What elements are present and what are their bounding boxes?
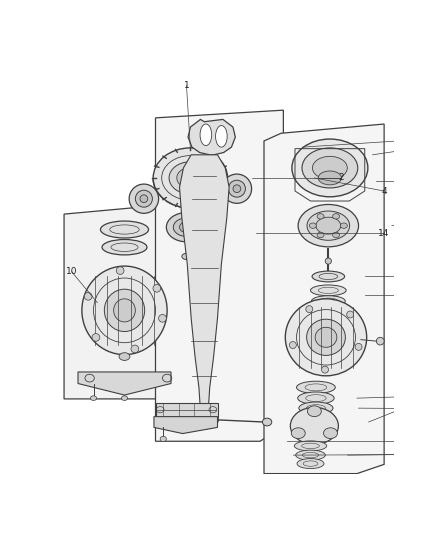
Ellipse shape xyxy=(292,139,368,197)
Text: 2: 2 xyxy=(339,173,344,182)
Ellipse shape xyxy=(324,428,337,439)
Text: 14: 14 xyxy=(378,229,390,238)
Ellipse shape xyxy=(307,319,346,356)
Ellipse shape xyxy=(285,299,367,376)
Bar xyxy=(155,403,218,417)
Polygon shape xyxy=(154,417,218,433)
Ellipse shape xyxy=(376,337,384,345)
Ellipse shape xyxy=(113,299,135,322)
Ellipse shape xyxy=(191,410,218,429)
Ellipse shape xyxy=(312,305,344,316)
Ellipse shape xyxy=(311,296,345,306)
Ellipse shape xyxy=(316,217,341,234)
Ellipse shape xyxy=(131,345,139,353)
Ellipse shape xyxy=(297,381,336,393)
Text: 10: 10 xyxy=(66,268,78,276)
Ellipse shape xyxy=(309,223,316,228)
Ellipse shape xyxy=(296,450,325,460)
Ellipse shape xyxy=(182,253,191,260)
Ellipse shape xyxy=(177,167,204,188)
Ellipse shape xyxy=(298,205,359,247)
Ellipse shape xyxy=(180,222,194,232)
Ellipse shape xyxy=(85,293,92,300)
Ellipse shape xyxy=(290,342,297,349)
Ellipse shape xyxy=(166,213,207,242)
Ellipse shape xyxy=(297,458,324,469)
Ellipse shape xyxy=(121,396,127,400)
Ellipse shape xyxy=(299,402,333,414)
Ellipse shape xyxy=(102,239,147,255)
Ellipse shape xyxy=(312,271,345,282)
Ellipse shape xyxy=(169,161,212,194)
Ellipse shape xyxy=(355,343,362,350)
Ellipse shape xyxy=(82,266,167,354)
Ellipse shape xyxy=(100,221,148,238)
Polygon shape xyxy=(188,119,235,155)
Ellipse shape xyxy=(325,258,332,264)
Ellipse shape xyxy=(321,366,328,373)
Ellipse shape xyxy=(200,124,212,146)
Ellipse shape xyxy=(291,428,305,439)
Ellipse shape xyxy=(140,195,148,203)
Polygon shape xyxy=(64,203,191,399)
Ellipse shape xyxy=(215,126,227,147)
Ellipse shape xyxy=(340,223,347,228)
Ellipse shape xyxy=(119,353,130,360)
Text: 1: 1 xyxy=(184,81,189,90)
Ellipse shape xyxy=(90,396,97,400)
Ellipse shape xyxy=(153,148,228,208)
Ellipse shape xyxy=(347,311,353,318)
Ellipse shape xyxy=(332,214,339,219)
Ellipse shape xyxy=(233,185,241,192)
Polygon shape xyxy=(264,124,384,474)
Ellipse shape xyxy=(104,289,145,332)
Text: 4: 4 xyxy=(381,187,387,196)
Polygon shape xyxy=(155,110,283,441)
Ellipse shape xyxy=(317,214,324,219)
Ellipse shape xyxy=(116,266,124,274)
Ellipse shape xyxy=(294,441,327,451)
Ellipse shape xyxy=(153,285,161,292)
Ellipse shape xyxy=(92,334,100,341)
Ellipse shape xyxy=(262,418,272,426)
Polygon shape xyxy=(180,155,229,418)
Ellipse shape xyxy=(173,218,200,237)
Ellipse shape xyxy=(159,314,166,322)
Ellipse shape xyxy=(318,171,342,185)
Ellipse shape xyxy=(302,148,358,188)
Ellipse shape xyxy=(306,305,313,312)
Ellipse shape xyxy=(129,184,159,213)
Ellipse shape xyxy=(196,414,213,425)
Ellipse shape xyxy=(315,327,337,348)
Ellipse shape xyxy=(307,211,350,240)
Ellipse shape xyxy=(332,232,339,238)
Ellipse shape xyxy=(222,174,251,203)
Ellipse shape xyxy=(317,232,324,238)
Ellipse shape xyxy=(311,285,346,296)
Ellipse shape xyxy=(298,392,334,405)
Ellipse shape xyxy=(135,190,152,207)
Ellipse shape xyxy=(307,406,321,417)
Ellipse shape xyxy=(290,407,339,445)
Polygon shape xyxy=(78,372,171,395)
Ellipse shape xyxy=(312,156,347,180)
Ellipse shape xyxy=(228,180,245,197)
Ellipse shape xyxy=(160,436,166,442)
